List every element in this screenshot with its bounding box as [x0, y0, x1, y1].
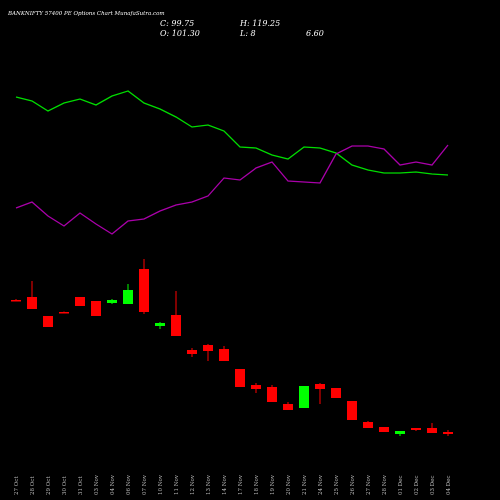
- header-extra: 6.60: [306, 29, 324, 38]
- x-tick-label: 03 Nov: [94, 474, 100, 495]
- header-low: L: 8: [239, 29, 256, 38]
- x-tick-label: 06 Nov: [126, 474, 132, 495]
- x-tick-label: 03 Dec: [430, 476, 436, 496]
- x-tick-label: 27 Oct: [14, 476, 20, 495]
- x-tick-label: 13 Nov: [206, 474, 212, 495]
- candle-body: [347, 401, 357, 420]
- x-tick-label: 20 Nov: [286, 474, 292, 495]
- candle-body: [299, 386, 309, 408]
- candle-body: [59, 312, 69, 314]
- candle-body: [331, 388, 341, 398]
- candle-body: [139, 269, 149, 312]
- candle-body: [315, 384, 325, 389]
- x-tick-label: 21 Nov: [302, 474, 308, 495]
- candle-body: [155, 323, 165, 326]
- candle-body: [427, 428, 437, 433]
- x-tick-label: 28 Oct: [30, 476, 36, 495]
- candle-body: [123, 290, 133, 304]
- x-tick-label: 11 Nov: [174, 474, 180, 495]
- candle-body: [251, 385, 261, 389]
- candle-body: [91, 301, 101, 316]
- x-tick-label: 07 Nov: [142, 474, 148, 495]
- header-open: O: 101.30: [160, 29, 200, 38]
- candle-body: [411, 428, 421, 430]
- candle-body: [107, 300, 117, 303]
- x-tick-label: 10 Nov: [158, 474, 164, 495]
- candle-body: [363, 422, 373, 428]
- candle-body: [283, 404, 293, 410]
- x-tick-label: 04 Dec: [446, 476, 452, 496]
- header-close: C: 99.75: [160, 19, 194, 28]
- x-tick-label: 12 Nov: [190, 474, 196, 495]
- candle-body: [219, 349, 229, 361]
- x-tick-label: 24 Nov: [318, 474, 324, 495]
- x-tick-label: 27 Nov: [366, 474, 372, 495]
- candle-body: [11, 300, 21, 302]
- candle-body: [27, 297, 37, 309]
- x-tick-label: 29 Oct: [46, 476, 52, 495]
- x-tick-label: 31 Oct: [78, 476, 84, 495]
- x-tick-label: 25 Nov: [334, 474, 340, 495]
- x-tick-label: 14 Nov: [222, 474, 228, 495]
- indicator-line: [15, 144, 449, 235]
- candle-body: [203, 345, 213, 351]
- x-tick-label: 01 Dec: [398, 476, 404, 496]
- chart-title: BANKNIFTY 57400 PE Options Chart MunafaS…: [7, 11, 165, 17]
- candle-body: [43, 316, 53, 327]
- candle-body: [187, 350, 197, 354]
- x-tick-label: 17 Nov: [238, 474, 244, 495]
- x-tick-label: 30 Oct: [62, 476, 68, 495]
- x-tick-label: 28 Nov: [382, 474, 388, 495]
- x-tick-label: 02 Dec: [414, 476, 420, 496]
- x-tick-label: 18 Nov: [254, 474, 260, 495]
- candle-body: [443, 432, 453, 434]
- candle-body: [75, 297, 85, 306]
- candle-body: [379, 427, 389, 432]
- x-tick-label: 19 Nov: [270, 474, 276, 495]
- x-tick-label: 26 Nov: [350, 474, 356, 495]
- candle-body: [267, 387, 277, 402]
- indicator-line: [15, 90, 449, 176]
- candle-body: [395, 431, 405, 434]
- x-tick-label: 04 Nov: [110, 474, 116, 495]
- candle-body: [235, 369, 245, 387]
- candle-body: [171, 315, 181, 336]
- header-high: H: 119.25: [239, 19, 280, 28]
